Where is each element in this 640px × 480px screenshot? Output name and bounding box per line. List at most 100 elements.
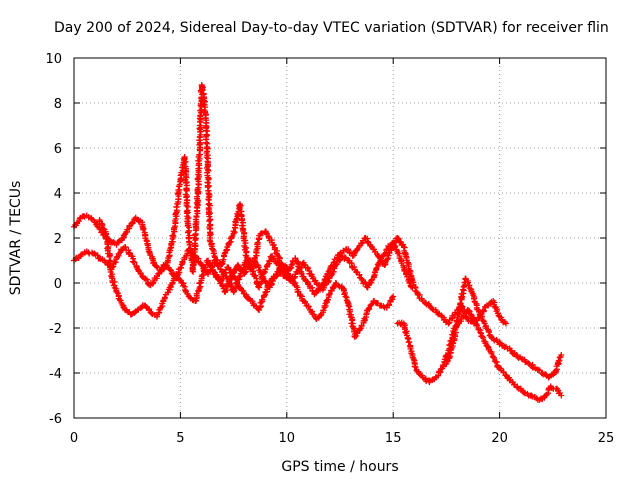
- point-marker: [172, 210, 179, 217]
- point-marker: [342, 293, 349, 300]
- x-tick-label: 0: [70, 431, 78, 446]
- point-marker: [230, 288, 237, 295]
- x-tick-label: 20: [491, 431, 508, 446]
- data-layer: [71, 82, 565, 403]
- point-marker: [545, 374, 552, 381]
- point-marker: [228, 234, 235, 241]
- x-tick-label: 10: [279, 431, 296, 446]
- point-marker: [167, 245, 174, 252]
- point-marker: [185, 214, 192, 221]
- point-marker: [143, 276, 150, 283]
- point-marker: [148, 310, 155, 317]
- point-marker: [305, 303, 312, 310]
- point-marker: [380, 303, 387, 310]
- point-marker: [226, 266, 233, 273]
- point-marker: [514, 353, 521, 360]
- point-marker: [390, 293, 397, 300]
- point-marker: [337, 250, 343, 257]
- point-marker: [254, 239, 261, 246]
- point-marker: [445, 320, 452, 327]
- point-marker: [473, 321, 480, 328]
- point-marker: [214, 262, 221, 269]
- series-track-c: [96, 217, 397, 340]
- x-tick-label: 15: [385, 431, 402, 446]
- point-marker: [96, 255, 103, 262]
- point-marker: [435, 372, 442, 379]
- point-marker: [226, 239, 233, 246]
- point-marker: [389, 294, 396, 301]
- point-marker: [480, 307, 487, 314]
- point-marker: [261, 292, 268, 299]
- point-marker: [453, 317, 460, 324]
- y-tick-label: -4: [49, 367, 62, 382]
- point-marker: [525, 359, 532, 366]
- point-marker: [203, 139, 210, 146]
- point-marker: [388, 245, 395, 252]
- point-marker: [170, 232, 177, 239]
- x-tick-label: 5: [176, 431, 184, 446]
- point-marker: [195, 287, 202, 294]
- point-marker: [135, 218, 142, 225]
- point-marker: [394, 235, 401, 241]
- y-tick-label: 6: [54, 142, 62, 157]
- point-marker: [231, 266, 238, 273]
- point-marker: [478, 313, 485, 320]
- series-track-d: [209, 235, 509, 327]
- point-marker: [368, 277, 375, 284]
- y-tick-label: 8: [54, 97, 62, 112]
- point-marker: [259, 296, 266, 303]
- point-marker: [230, 228, 237, 235]
- point-marker: [466, 308, 473, 315]
- point-marker: [440, 362, 447, 369]
- point-marker: [223, 247, 230, 254]
- y-tick-label: 10: [45, 52, 62, 67]
- point-marker: [264, 261, 271, 268]
- y-tick-label: 0: [54, 277, 62, 292]
- point-marker: [234, 280, 241, 287]
- point-marker: [371, 273, 378, 280]
- point-marker: [386, 301, 393, 308]
- point-marker: [474, 322, 481, 329]
- point-marker: [113, 288, 120, 295]
- point-marker: [330, 259, 337, 266]
- x-axis-label: GPS time / hours: [281, 459, 398, 475]
- point-marker: [320, 307, 327, 314]
- y-tick-label: 4: [54, 187, 62, 202]
- series-track-e: [394, 307, 565, 403]
- axis-ticks: 0 5 10 15 20 25 -6 -4 -2 0 2 4 6 8 10: [45, 52, 614, 446]
- point-marker: [552, 367, 559, 374]
- point-marker: [558, 392, 565, 399]
- point-marker: [459, 304, 466, 311]
- point-marker: [240, 287, 247, 294]
- point-marker: [177, 264, 184, 271]
- point-marker: [323, 297, 330, 304]
- point-marker: [406, 338, 413, 345]
- point-marker: [153, 263, 160, 270]
- point-marker: [411, 363, 418, 370]
- point-marker: [326, 290, 333, 297]
- point-marker: [205, 257, 212, 264]
- point-marker: [502, 372, 509, 379]
- series-track-f: [443, 275, 565, 381]
- y-tick-label: -6: [49, 412, 62, 427]
- point-marker: [510, 351, 517, 358]
- point-marker: [194, 193, 201, 200]
- point-marker: [539, 370, 546, 376]
- y-tick-label: 2: [54, 232, 62, 247]
- point-marker: [198, 262, 205, 268]
- point-marker: [119, 235, 126, 241]
- point-marker: [295, 263, 302, 270]
- point-marker: [287, 265, 294, 272]
- point-marker: [131, 259, 138, 266]
- point-marker: [295, 288, 302, 295]
- point-marker: [288, 261, 295, 268]
- point-marker: [317, 284, 324, 291]
- point-marker: [206, 218, 213, 225]
- y-axis-label: SDTVAR / TECUs: [8, 181, 24, 296]
- point-marker: [479, 333, 486, 340]
- point-marker: [252, 272, 259, 279]
- point-marker: [480, 334, 487, 341]
- point-marker: [502, 320, 509, 327]
- point-marker: [161, 294, 168, 301]
